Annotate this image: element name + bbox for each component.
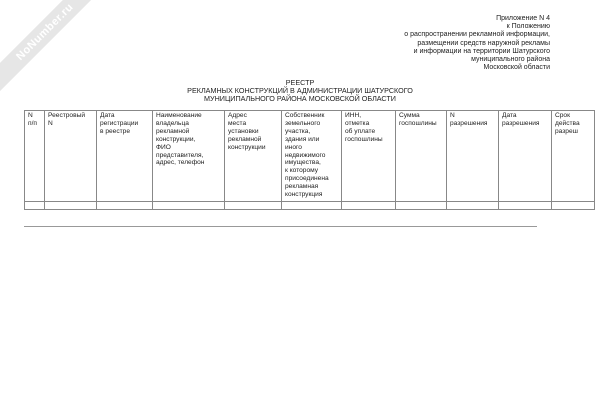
header-cell: Адрес места установки рекламной конструк… bbox=[224, 110, 282, 202]
appendix-line: о распространении рекламной информации, bbox=[404, 31, 550, 39]
header-row: N п/п Реестровый N Дата регистрации в ре… bbox=[24, 110, 595, 202]
header-cell: Срок действа разреш bbox=[551, 110, 595, 202]
table-cell bbox=[395, 201, 447, 210]
divider bbox=[24, 226, 537, 227]
appendix-line: Приложение N 4 bbox=[496, 15, 550, 22]
table-cell bbox=[224, 201, 282, 210]
watermark: NoNumber.ru bbox=[0, 0, 106, 93]
header-cell: Собственник земельного участка, здания и… bbox=[281, 110, 342, 202]
table-cell bbox=[152, 201, 225, 210]
header-cell: N п/п bbox=[24, 110, 45, 202]
table-cell bbox=[44, 201, 97, 210]
header-cell: Дата регистрации в реестре bbox=[96, 110, 153, 202]
appendix-line: размещении средств наружной рекламы bbox=[417, 39, 550, 47]
header-cell: Сумма госпошлины bbox=[395, 110, 447, 202]
appendix-line: к Положению bbox=[506, 23, 550, 31]
document-title: РЕЕСТР РЕКЛАМНЫХ КОНСТРУКЦИЙ В АДМИНИСТР… bbox=[120, 79, 480, 103]
table-row bbox=[24, 201, 595, 210]
registry-table: N п/п Реестровый N Дата регистрации в ре… bbox=[24, 110, 595, 210]
table-cell bbox=[24, 201, 45, 210]
appendix-line: и информации на территории Шатурского bbox=[413, 47, 550, 55]
header-cell: Наименование владельца рекламной констру… bbox=[152, 110, 225, 202]
table-cell bbox=[498, 201, 552, 210]
appendix-line: муниципального района bbox=[471, 56, 550, 64]
title-line: МУНИЦИПАЛЬНОГО РАЙОНА МОСКОВСКОЙ ОБЛАСТИ bbox=[204, 94, 396, 103]
header-cell: Дата разрешения bbox=[498, 110, 552, 202]
header-cell: ИНН, отметка об уплате госпошлины bbox=[341, 110, 396, 202]
title-line: РЕКЛАМНЫХ КОНСТРУКЦИЙ В АДМИНИСТРАЦИИ ША… bbox=[187, 86, 413, 95]
appendix-line: Московской области bbox=[483, 64, 550, 72]
header-cell: Реестровый N bbox=[44, 110, 97, 202]
header-cell: N разрешения bbox=[446, 110, 499, 202]
table-cell bbox=[281, 201, 342, 210]
table-cell bbox=[341, 201, 396, 210]
table-cell bbox=[96, 201, 153, 210]
title-line: РЕЕСТР bbox=[285, 78, 315, 87]
table-cell bbox=[551, 201, 595, 210]
appendix-note: Приложение N 4 к Положению о распростран… bbox=[404, 15, 550, 72]
table-cell bbox=[446, 201, 499, 210]
